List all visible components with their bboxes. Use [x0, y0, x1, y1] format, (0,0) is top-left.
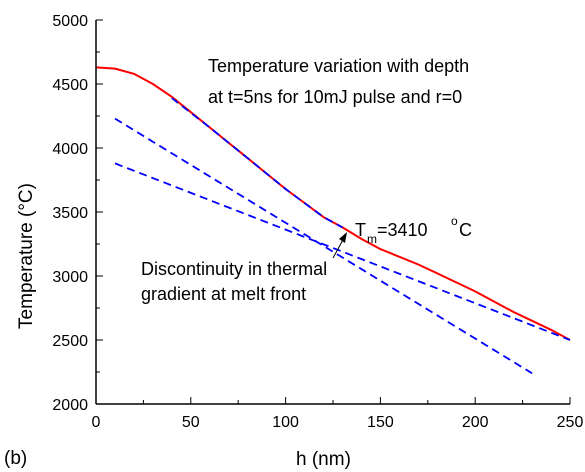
- x-tick-label: 150: [367, 414, 394, 431]
- y-tick-label: 3500: [52, 205, 88, 222]
- y-tick-label: 3000: [52, 269, 88, 286]
- y-axis-title: Temperature (°C): [16, 183, 37, 329]
- melt-front-arrow-head: [339, 232, 347, 243]
- tm-unit: C: [459, 220, 472, 240]
- dashed-line-2: [114, 162, 571, 341]
- y-tick-label: 5000: [52, 13, 88, 30]
- x-tick-label: 250: [557, 414, 584, 431]
- melt-front-arrow-shaft: [332, 237, 345, 259]
- dashed-line-1: [114, 117, 533, 375]
- plot-marks: [95, 66, 571, 375]
- x-tick-label: 200: [462, 414, 489, 431]
- x-tick-label: 0: [92, 414, 101, 431]
- y-tick-label: 4500: [52, 77, 88, 94]
- tm-degree: o: [451, 214, 458, 228]
- temperature-curve-0: [95, 66, 571, 341]
- x-axis-title: h (nm): [296, 449, 351, 470]
- tm-subscript: m: [367, 232, 377, 246]
- y-tick-label: 2500: [52, 333, 88, 350]
- melt-temperature-label: T m =3410 o C: [355, 214, 472, 246]
- x-tick-label: 50: [182, 414, 200, 431]
- melt-front-arrow: [332, 232, 347, 259]
- annotation-title-line1: Temperature variation with depth: [208, 56, 469, 76]
- dashed-line-3: [171, 97, 343, 229]
- annotation-discontinuity-line1: Discontinuity in thermal: [141, 259, 327, 279]
- y-tick-label: 2000: [52, 397, 88, 414]
- y-tick-label: 4000: [52, 141, 88, 158]
- annotation-discontinuity-line2: gradient at melt front: [141, 284, 306, 304]
- tm-symbol: T: [355, 220, 366, 240]
- x-tick-label: 100: [272, 414, 299, 431]
- annotation-title-line2: at t=5ns for 10mJ pulse and r=0: [208, 87, 462, 107]
- axes: 0 50 100 150 200 250 2000 2500 3000 3500 4000 4500 5…: [52, 13, 583, 431]
- panel-label: (b): [4, 448, 27, 469]
- tm-value: =3410: [377, 220, 428, 240]
